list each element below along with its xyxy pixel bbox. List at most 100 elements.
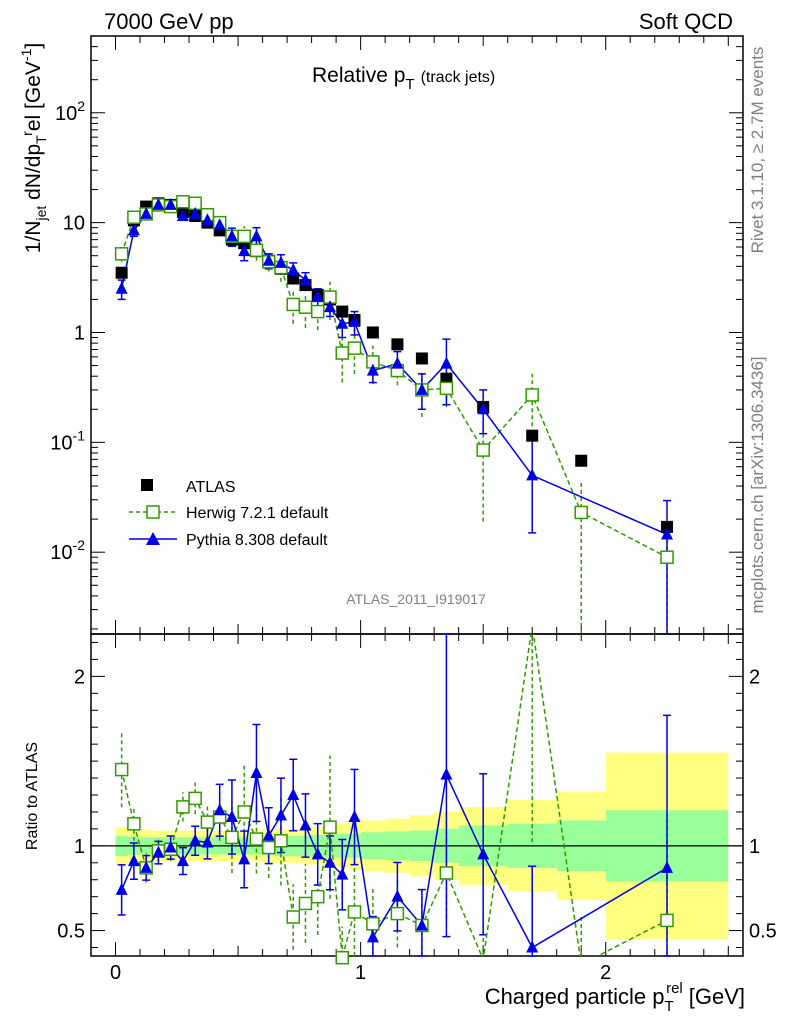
herwig-data-point [335,346,349,360]
herwig-data-point [439,381,454,396]
herwig-data-point [310,304,325,319]
pythia-data-point [262,253,275,266]
main-y-tick-label: 10 [63,213,85,235]
ratio-y-tick-label-right: 0.5 [749,921,777,943]
x-tick-label: 0 [110,962,121,984]
herwig-ratio-point [261,840,276,855]
analysis-id: ATLAS_2011_I919017 [346,591,486,607]
herwig-data-point [298,300,313,314]
legend-pythia-marker [146,532,160,545]
header-process: Soft QCD [639,9,733,34]
herwig-ratio-point [274,834,288,848]
herwig-ratio-point [310,889,325,904]
main-y-tick-label: 10-1 [50,427,85,454]
pythia-ratio-point [440,767,453,780]
pythia-ratio-point [323,855,336,868]
atlas-data-point [526,429,539,442]
ratio-y-tick-label-right: 2 [749,666,760,688]
pythia-ratio-point [299,818,312,831]
legend-atlas-label: ATLAS [186,479,236,496]
header-collision: 7000 GeV pp [104,9,234,34]
ratio-y-tick-label: 1 [74,836,85,858]
pythia-data-point [415,382,428,395]
rivet-version-label: Rivet 3.1.10, ≥ 2.7M events [748,47,767,254]
ratio-y-tick-label: 0.5 [57,921,85,943]
atlas-data-point [415,352,428,365]
herwig-ratio-point [286,910,300,924]
herwig-ratio-point [188,791,202,806]
pythia-data-point [189,206,202,219]
pythia-ratio-point [415,918,428,931]
pythia-ratio-point [391,889,404,902]
pythia-data-point [127,223,140,236]
herwig-data-point [237,229,251,244]
legend: ATLAS Herwig 7.2.1 default Pythia 8.308 … [129,479,329,549]
pythia-data-point [391,356,404,369]
herwig-data-point [525,388,539,402]
pythia-data-point [299,273,312,286]
pythia-ratio-point [250,765,263,778]
main-panel: 10-2 10-1 1 10 102 [50,35,744,635]
herwig-ratio-point [114,762,129,777]
pythia-ratio-point [262,828,275,841]
pythia-data-point [115,281,128,294]
x-tick-label: 1 [355,962,366,984]
herwig-data-point [286,297,300,312]
pythia-data-point [366,363,379,376]
main-y-axis-label: 1/Njet dN/dpTrel [GeV-1] [18,43,49,253]
legend-pythia-label: Pythia 8.308 default [186,532,328,549]
pythia-data-point [152,197,165,210]
herwig-line [120,200,668,558]
herwig-data-point [574,505,588,520]
pythia-data-point [250,229,263,242]
main-y-tick-label: 102 [55,98,85,125]
x-axis-label: Charged particle pTrel [GeV] [485,980,745,1015]
pythia-ratio-point [225,810,238,823]
chart-title: Relative pT (track jets) [312,64,495,93]
pythia-data-point [213,218,226,231]
herwig-ratio-point [335,950,349,965]
atlas-data-point [287,272,300,285]
pythia-ratio-point [176,854,189,867]
pythia-data-point [526,468,539,481]
pythia-data-point [201,213,214,226]
herwig-ratio-point [390,906,405,921]
legend-herwig-label: Herwig 7.2.1 default [186,505,329,522]
pythia-data-point [140,206,153,219]
ratio-y-tick-label-right: 1 [749,836,760,858]
pythia-data-point [287,263,300,276]
pythia-ratio-point [477,847,490,860]
herwig-ratio-point [237,805,251,819]
atlas-data-point [366,326,379,339]
herwig-data-point [127,210,141,224]
herwig-ratio-point [439,866,454,880]
pythia-data-point [176,208,189,221]
ratio-y-tick-label: 2 [74,666,85,688]
atlas-data-point [391,338,404,351]
pythia-ratio-point [201,835,214,848]
herwig-ratio-point [176,800,190,814]
x-tick-label: 2 [600,962,611,984]
pythia-ratio-point [336,867,349,880]
atlas-data-point [115,266,128,279]
atlas-data-point [575,454,588,467]
pythia-ratio-point [127,854,140,867]
herwig-ratio-point [660,913,674,928]
pythia-ratio-point [526,940,539,953]
pythia-data-point [348,314,361,327]
herwig-data-point [660,550,674,564]
pythia-ratio-point [152,845,165,858]
legend-herwig-marker [146,505,160,519]
herwig-ratio-line [120,634,668,956]
pythia-ratio-point [164,840,177,853]
herwig-data-point [347,341,362,355]
legend-atlas-marker [141,479,153,491]
pythia-data-point [440,356,453,369]
ratio-y-axis-label: Ratio to ATLAS [24,742,41,850]
pythia-ratio-point [238,852,251,865]
pythia-data-point [274,255,287,268]
pythia-data-point [225,229,238,242]
atlas-data-point [661,520,674,533]
pythia-ratio-point [348,810,361,823]
